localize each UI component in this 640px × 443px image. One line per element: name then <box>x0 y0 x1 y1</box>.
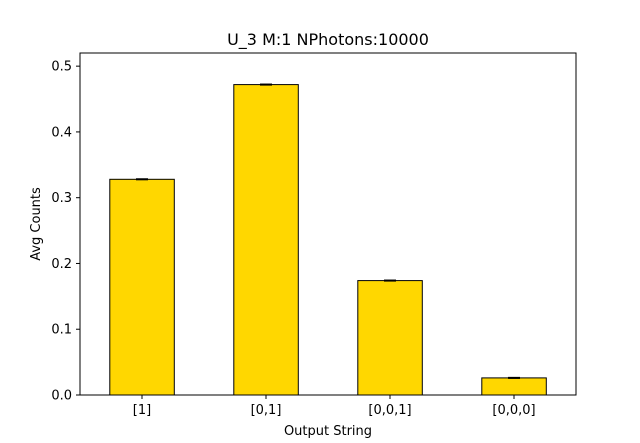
x-tick-label-2: [0,0,1] <box>368 403 411 418</box>
bar-1 <box>233 84 299 396</box>
y-tick-label-5: 0.5 <box>51 60 72 75</box>
plot-frame <box>79 52 577 396</box>
y-axis-label: Avg Counts <box>29 187 44 261</box>
x-tick-label-1: [0,1] <box>251 403 282 418</box>
bar-2 <box>357 280 423 396</box>
bars-group <box>109 84 547 396</box>
y-tick-label-1: 0.1 <box>51 323 72 338</box>
bar-0 <box>109 178 175 396</box>
y-tick-label-4: 0.4 <box>51 125 72 140</box>
y-tick-label-0: 0.0 <box>51 389 72 404</box>
bar-3 <box>481 377 547 396</box>
x-axis-label: Output String <box>284 424 372 439</box>
error-bars-group <box>136 83 520 379</box>
chart-title: U_3 M:1 NPhotons:10000 <box>227 30 429 50</box>
y-tick-label-3: 0.3 <box>51 191 72 206</box>
x-tick-label-0: [1] <box>133 403 151 418</box>
y-axis: 0.0 0.1 0.2 0.3 0.4 0.5 <box>51 60 80 404</box>
x-axis: [1] [0,1] [0,0,1] [0,0,0] <box>133 395 536 418</box>
x-tick-label-3: [0,0,0] <box>492 403 535 418</box>
y-tick-label-2: 0.2 <box>51 257 72 272</box>
